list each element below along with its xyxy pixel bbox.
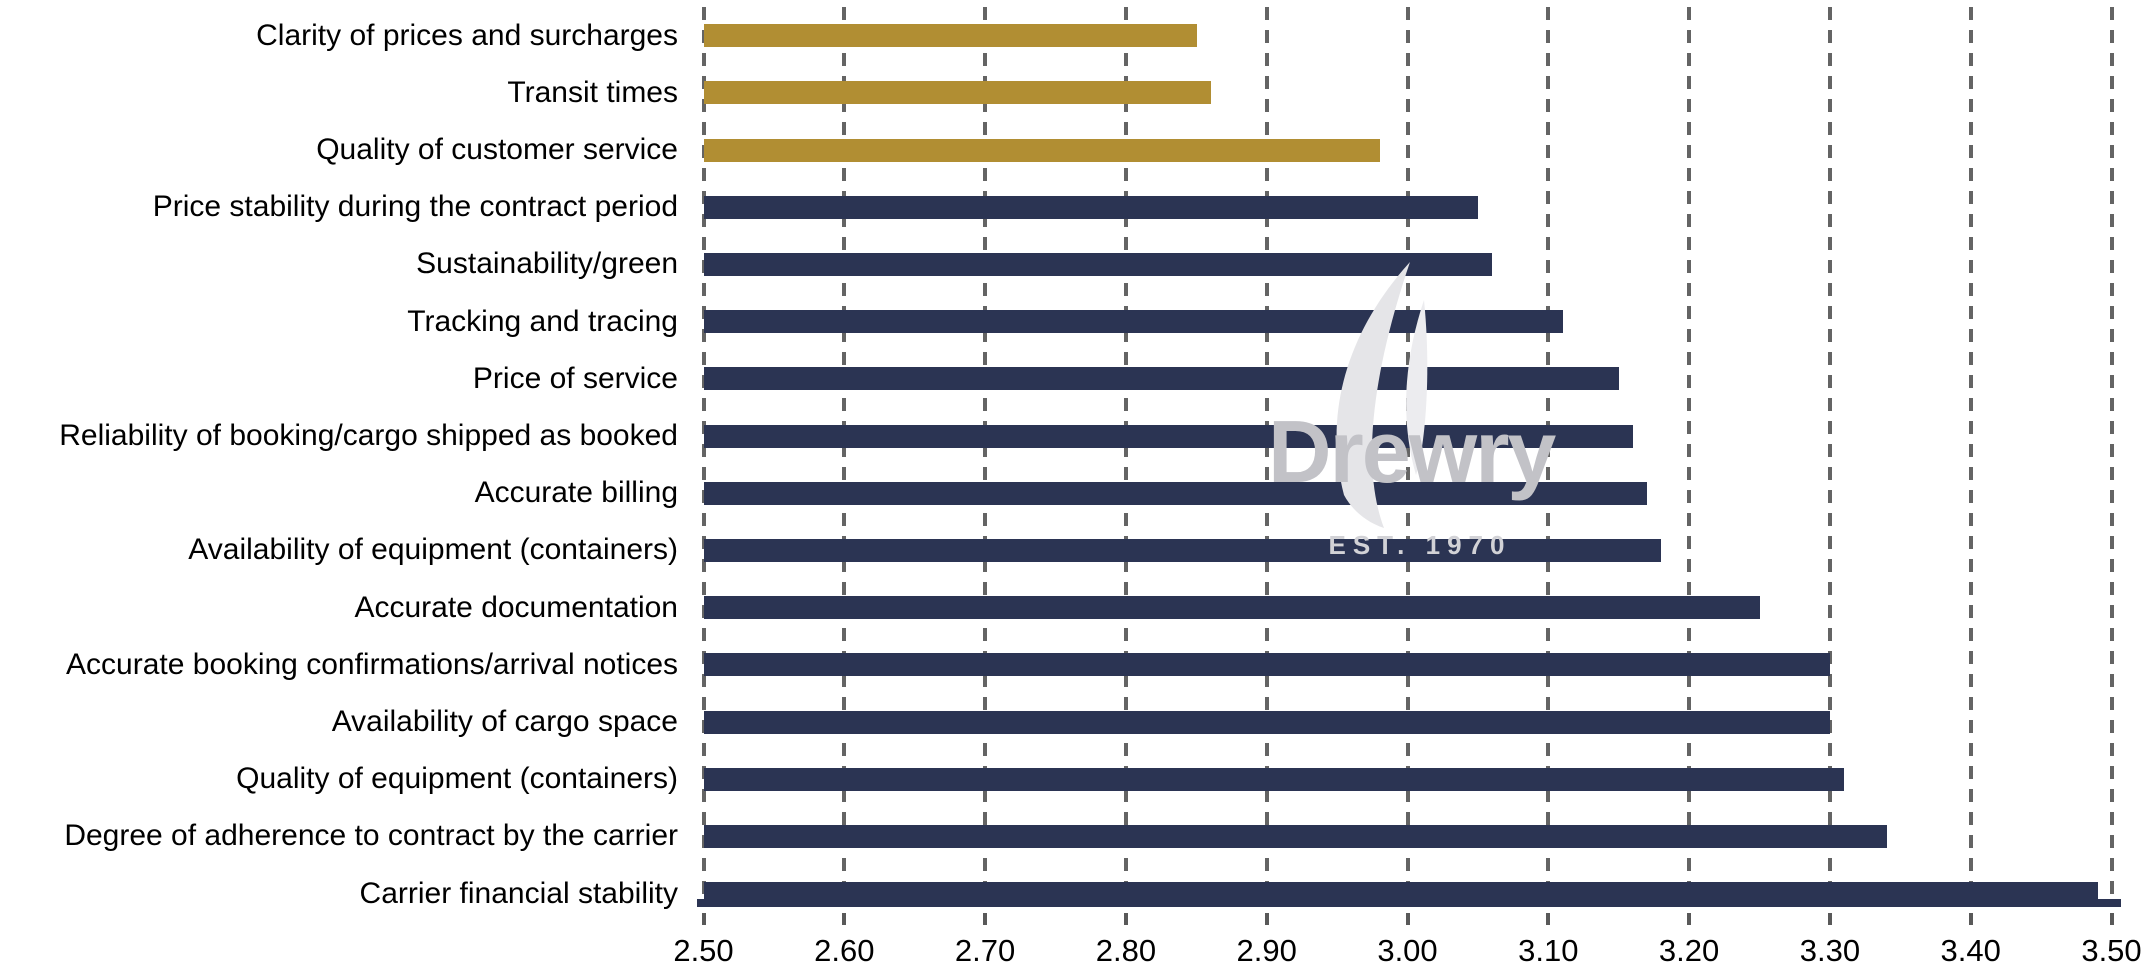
- bar: [704, 424, 1634, 448]
- axis-tick-label: 2.80: [1095, 933, 1157, 968]
- axis-tick-label: 2.60: [814, 933, 875, 968]
- category-label: Quality of customer service: [316, 133, 678, 166]
- axis-tick-label: 2.70: [954, 933, 1016, 968]
- category-label: Price of service: [472, 361, 678, 395]
- axis-tick: [1827, 913, 1832, 925]
- category-label: Sustainability/green: [416, 247, 678, 281]
- axis-tick-label: 3.30: [1799, 933, 1861, 968]
- bar: [704, 195, 1479, 219]
- axis-tick-label: 3.40: [1940, 933, 2001, 968]
- bar: [704, 538, 1662, 562]
- bar: [704, 481, 1648, 505]
- bar: [704, 367, 1620, 391]
- axis-tick: [1264, 913, 1269, 925]
- category-label: Accurate billing: [474, 476, 678, 510]
- axis-tick: [842, 913, 847, 925]
- axis-tick: [701, 913, 706, 925]
- axis-tick-label: 3.20: [1658, 933, 1720, 968]
- category-label: Reliability of booking/cargo shipped as …: [59, 419, 678, 452]
- axis-tick: [2109, 913, 2114, 925]
- gridline: [1968, 7, 1973, 900]
- category-label: Availability of cargo space: [331, 705, 678, 738]
- category-label: Degree of adherence to contract by the c…: [64, 819, 678, 853]
- category-label: Transit times: [507, 75, 678, 109]
- category-label: Quality of equipment (containers): [236, 762, 678, 796]
- category-label: Clarity of prices and surcharges: [256, 18, 678, 52]
- bar: [704, 824, 1887, 848]
- category-label: Tracking and tracing: [407, 304, 678, 338]
- x-axis-line: [697, 899, 2121, 907]
- axis-tick-label: 3.50: [2081, 933, 2142, 968]
- gridline: [1405, 7, 1410, 900]
- axis-tick-label: 3.10: [1518, 933, 1579, 968]
- bar: [704, 252, 1493, 276]
- category-label: Accurate documentation: [354, 590, 678, 624]
- gridline: [1123, 7, 1128, 900]
- axis-tick: [1687, 913, 1692, 925]
- axis-tick: [983, 913, 988, 925]
- axis-tick: [1405, 913, 1410, 925]
- category-label: Availability of equipment (containers): [188, 533, 678, 567]
- gridline: [1546, 7, 1551, 900]
- gridline: [1827, 7, 1832, 900]
- bar: [704, 767, 1845, 791]
- bar: [704, 310, 1563, 334]
- axis-tick: [1123, 913, 1128, 925]
- category-label: Accurate booking confirmations/arrival n…: [66, 647, 678, 681]
- gridline: [983, 7, 988, 900]
- bar: [704, 81, 1211, 105]
- category-label: Price stability during the contract peri…: [152, 190, 678, 224]
- gridline: [1264, 7, 1269, 900]
- bar: [704, 653, 1831, 677]
- bar: [704, 24, 1197, 48]
- gridline: [2109, 7, 2114, 900]
- axis-tick: [1968, 913, 1973, 925]
- category-label: Carrier financial stability: [359, 876, 678, 910]
- gridline: [1687, 7, 1692, 900]
- bar: [704, 138, 1380, 162]
- gridline: [842, 7, 847, 900]
- gridline: [701, 7, 706, 900]
- axis-tick-label: 3.00: [1377, 933, 1438, 968]
- axis-tick-label: 2.90: [1236, 933, 1297, 968]
- axis-tick-label: 2.50: [673, 933, 734, 968]
- axis-tick: [1546, 913, 1551, 925]
- bar: [704, 596, 1760, 620]
- bar: [704, 710, 1831, 734]
